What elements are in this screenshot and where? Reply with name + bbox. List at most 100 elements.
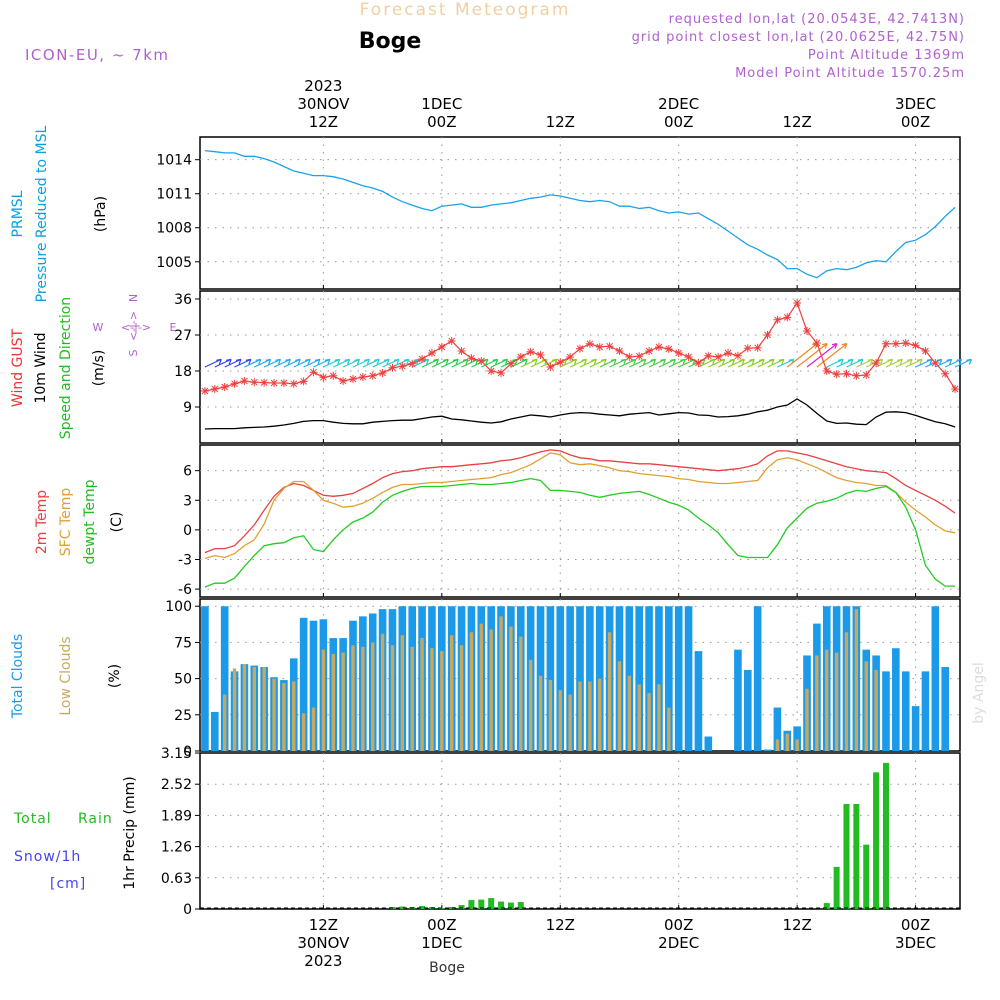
y-tick-label: 1008 bbox=[156, 221, 192, 237]
wind-arrow-head bbox=[652, 359, 657, 365]
y-tick-label: 0 bbox=[183, 523, 192, 539]
low-cloud-bar bbox=[331, 654, 335, 751]
total-cloud-bar bbox=[655, 606, 663, 751]
gust-marker bbox=[664, 345, 673, 353]
pressure-reduced-label: Pressure Reduced to MSL bbox=[34, 125, 50, 302]
wind-arrow-head bbox=[899, 359, 903, 365]
total-cloud-bar bbox=[201, 606, 209, 751]
rain-bar bbox=[399, 906, 406, 909]
wind-arrow-head bbox=[939, 359, 943, 365]
low-cloud-bar bbox=[864, 661, 868, 751]
dewpt-label: dewpt Temp bbox=[82, 479, 98, 564]
total-cloud-bar bbox=[901, 671, 910, 751]
low-clouds-label: Low Clouds bbox=[58, 636, 74, 715]
wind-arrow-head bbox=[485, 359, 489, 365]
point-altitude: Point Altitude 1369m bbox=[808, 48, 965, 63]
gust-marker bbox=[487, 367, 496, 375]
low-cloud-bar bbox=[548, 680, 553, 751]
rain-bar bbox=[458, 905, 465, 909]
wind-arrow-head bbox=[347, 359, 351, 365]
model-altitude: Model Point Altitude 1570.25m bbox=[735, 66, 965, 81]
gust-marker bbox=[200, 387, 209, 395]
low-cloud-bar bbox=[242, 664, 247, 751]
wind-arrow-head bbox=[630, 358, 636, 361]
precip-total-label: Total bbox=[13, 811, 52, 827]
wind-direction-arrow bbox=[313, 358, 331, 368]
total-cloud-bar bbox=[546, 606, 555, 751]
wind-arrow-head bbox=[643, 359, 647, 365]
rain-bar bbox=[507, 902, 514, 909]
low-cloud-bar bbox=[272, 678, 276, 751]
gust-marker bbox=[477, 357, 486, 365]
wind-direction-arrow bbox=[283, 358, 301, 368]
wind-arrow-head bbox=[751, 359, 755, 365]
wind-direction-arrow bbox=[214, 358, 232, 368]
wind-arrow-head bbox=[670, 358, 676, 361]
top-tick-hour: 00Z bbox=[427, 113, 456, 131]
low-cloud-bar bbox=[449, 635, 454, 751]
rain-bar bbox=[823, 903, 830, 909]
wind-arrow-head bbox=[919, 359, 923, 365]
wind-direction-arrow bbox=[856, 358, 873, 368]
wind-direction-arrow bbox=[668, 358, 686, 368]
wind-arrow-head bbox=[857, 358, 863, 361]
wind-arrow-head bbox=[956, 358, 962, 361]
gust-marker bbox=[842, 369, 851, 378]
wind-arrow-head bbox=[255, 358, 261, 361]
low-cloud-bar bbox=[341, 652, 345, 751]
wind-direction-arrow bbox=[540, 358, 558, 368]
wind-arrow-head bbox=[245, 358, 251, 361]
low-cloud-bar bbox=[538, 675, 543, 751]
low-cloud-bar bbox=[647, 693, 651, 751]
bottom-tick-hour: 12Z bbox=[309, 916, 338, 934]
panel-frame bbox=[199, 444, 961, 598]
low-cloud-bar bbox=[775, 739, 780, 751]
gust-marker bbox=[319, 373, 328, 382]
compass-n: N bbox=[127, 294, 140, 302]
low-cloud-bar bbox=[874, 669, 878, 751]
gust-marker bbox=[546, 363, 555, 371]
wind-arrow-head bbox=[445, 359, 449, 365]
gust-marker bbox=[270, 379, 279, 387]
wind-arrow-head bbox=[879, 359, 884, 365]
gust-marker bbox=[793, 299, 802, 307]
wind-arrow-head bbox=[268, 359, 272, 365]
wind-arrow-head bbox=[682, 359, 686, 365]
gust-marker bbox=[901, 339, 910, 347]
wind-direction-arrow bbox=[234, 358, 252, 368]
gust-marker bbox=[812, 339, 821, 347]
wind-direction-arrow bbox=[569, 358, 587, 368]
wind-arrow-head bbox=[435, 359, 439, 365]
wind-arrow-head bbox=[771, 359, 775, 365]
wind-arrow-head bbox=[741, 359, 745, 365]
total-cloud-bar bbox=[299, 617, 308, 751]
wind-panel: 9 18 27 36 bbox=[174, 290, 972, 444]
wind-arrow-head bbox=[680, 358, 686, 361]
rain-bar bbox=[438, 908, 445, 909]
wind-arrow-head bbox=[841, 343, 847, 346]
gust-marker bbox=[289, 379, 298, 388]
wind-direction-arrow bbox=[490, 358, 508, 368]
wind-arrow-head bbox=[870, 359, 874, 365]
product-title: Forecast Meteogram bbox=[360, 0, 571, 20]
wind-unit: (m/s) bbox=[91, 350, 107, 387]
low-cloud-bar bbox=[637, 684, 641, 751]
gust-marker bbox=[240, 377, 249, 385]
low-cloud-bar bbox=[361, 646, 365, 751]
pressure-unit: (hPa) bbox=[93, 196, 109, 232]
wind-arrow-head bbox=[702, 359, 706, 365]
wind-arrow-head bbox=[238, 359, 242, 365]
wind-arrow-head bbox=[258, 359, 262, 365]
wind-direction-arrow bbox=[717, 358, 735, 368]
wind-arrow-head bbox=[581, 358, 587, 361]
low-cloud-bar bbox=[459, 645, 464, 751]
wind-arrow-head bbox=[850, 359, 854, 365]
wind-direction-arrow bbox=[244, 358, 261, 368]
wind-direction-arrow bbox=[589, 358, 607, 368]
low-cloud-bar bbox=[351, 645, 355, 751]
wind-arrow-head bbox=[601, 358, 607, 361]
gust-marker bbox=[408, 359, 417, 368]
wind-arrow-head bbox=[307, 359, 311, 365]
wind-arrow-head bbox=[712, 359, 716, 365]
wind-direction-arrow bbox=[431, 358, 449, 368]
